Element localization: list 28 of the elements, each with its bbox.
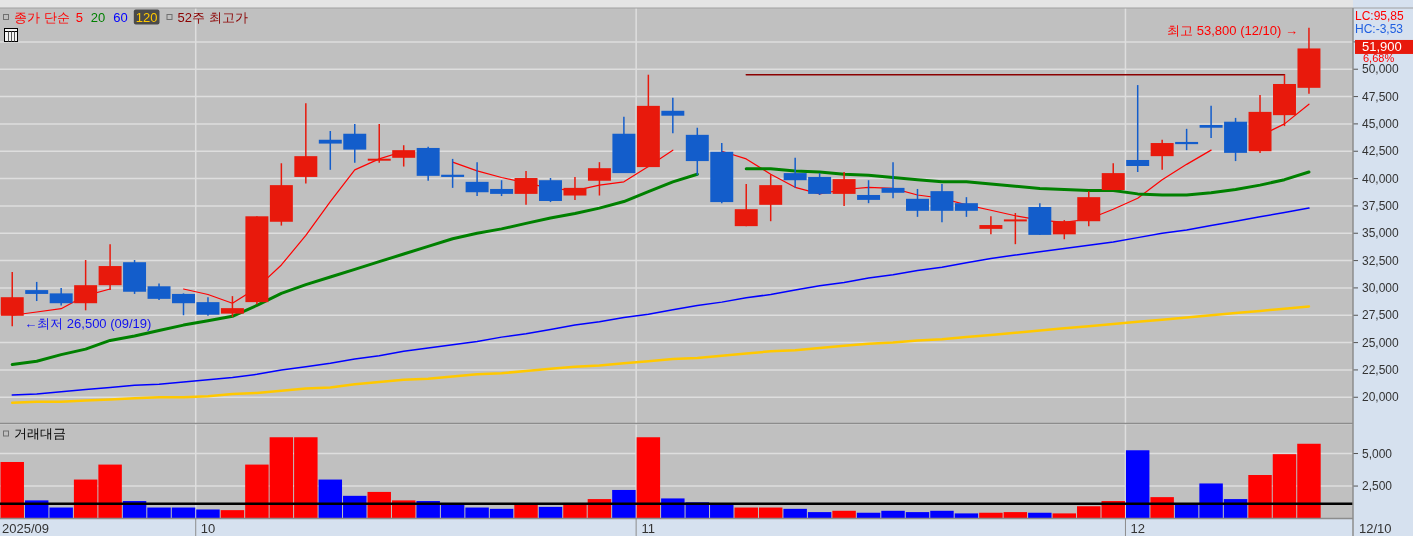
y-tick-label: 5,000	[1362, 446, 1393, 461]
y-tick-label: 35,000	[1362, 226, 1399, 241]
x-tick-label: 10	[200, 520, 216, 536]
y-tick-label: 50,000	[1362, 62, 1399, 77]
y-tick-label: 47,500	[1362, 89, 1399, 104]
y-tick-label: 32,500	[1362, 253, 1399, 268]
annotation: 최고 53,800 (12/10) →	[1167, 23, 1298, 39]
y-tick-label: 42,500	[1362, 144, 1399, 159]
y-tick-label: 27,500	[1362, 308, 1399, 323]
title: 거래대금	[14, 426, 66, 441]
y-tick-label: 45,000	[1362, 116, 1399, 131]
annotation: 12/10	[1359, 520, 1392, 536]
y-tick-label: 30,000	[1362, 280, 1399, 295]
y-tick-label: 40,000	[1362, 171, 1399, 186]
annotation: 2025/09	[2, 520, 49, 536]
x-tick-label: 12	[1130, 520, 1145, 536]
legend-title: 종가 단순	[14, 9, 70, 25]
legend: 종가 단순 5 20 60 120	[14, 9, 160, 25]
annotation: LC:95,85	[1355, 9, 1404, 23]
y-tick-label: 37,500	[1362, 198, 1399, 213]
y-tick-label: 25,000	[1362, 335, 1399, 350]
y-tick-label: 22,500	[1362, 362, 1399, 377]
x-tick-label: 11	[641, 520, 656, 536]
annotation: HC:-3,53	[1355, 22, 1404, 36]
y-tick-label: 20,000	[1362, 390, 1399, 405]
y-tick-label: 2,500	[1362, 479, 1393, 494]
annotation: ←최저 26,500 (09/19)	[24, 315, 152, 331]
legend: 52주 최고가	[177, 9, 248, 25]
